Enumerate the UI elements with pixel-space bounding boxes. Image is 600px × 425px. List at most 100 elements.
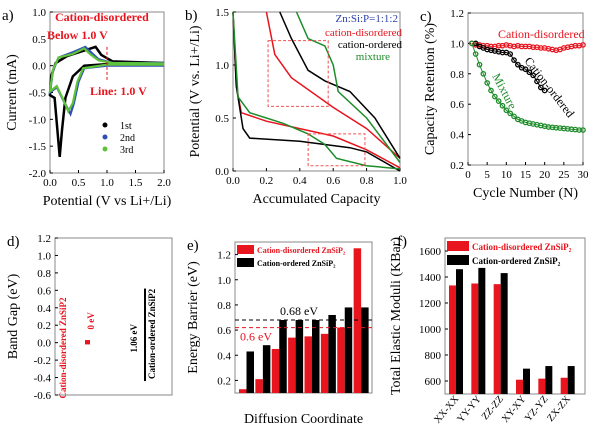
retention-line [475, 43, 546, 91]
x-axis-label: Diffusion Coordinate [244, 412, 363, 425]
bar-value-label: 0 eV [86, 312, 96, 330]
capacity-curve-cation-disordered [265, 11, 401, 159]
data-point [472, 51, 479, 57]
x-tick-label: 0.2 [260, 175, 274, 187]
bar-value-label: 1.06 eV [129, 324, 139, 353]
highlight-box [307, 133, 366, 167]
x-tick-label: 0.4 [293, 175, 307, 187]
y-axis-label: Current (mA) [5, 54, 20, 131]
data-point [580, 127, 586, 133]
data-point [507, 110, 514, 117]
y-tick-label: 1.0 [32, 7, 46, 19]
series-label: Cation-ordered [522, 54, 578, 120]
x-tick-label: ZX-ZX [545, 393, 573, 424]
y-tick-label: -0.4 [34, 373, 52, 385]
y-tick-label: 0.0 [215, 166, 229, 178]
y-tick-label: 1200 [419, 298, 442, 310]
reference-label: 0.68 eV [280, 304, 318, 318]
data-point [507, 51, 514, 57]
y-tick-label: -0.6 [34, 390, 52, 402]
legend-marker [102, 134, 108, 140]
bar [344, 307, 353, 393]
bar [560, 377, 568, 394]
legend-label: 1st [120, 121, 132, 132]
y-tick-label: 1.5 [215, 7, 229, 19]
panel-label: e) [187, 238, 199, 254]
y-tick-label: 1.0 [215, 60, 229, 72]
legend-label: Cation-disordered ZnSiP₂ [257, 246, 346, 255]
x-tick-label: 25 [558, 169, 570, 181]
x-tick-label: 0.5 [72, 177, 86, 189]
bar [320, 333, 329, 393]
bar [471, 283, 479, 394]
data-point [495, 98, 502, 105]
panel-label: c) [420, 9, 432, 25]
y-tick-label: 0.4 [217, 350, 231, 362]
y-tick-label: 1000 [419, 324, 442, 336]
bar [239, 389, 247, 393]
annotation-line-1v: Line: 1.0 V [90, 84, 147, 98]
legend-label: cation-ordered [338, 39, 403, 51]
bar [312, 320, 320, 393]
y-tick-label: 0.6 [450, 99, 464, 111]
legend-label: 2nd [120, 133, 135, 144]
y-tick-label: 0.0 [32, 61, 46, 73]
bar [493, 284, 501, 394]
plot-frame [232, 11, 401, 172]
cv-curve-1st [48, 45, 165, 158]
bar [500, 273, 508, 394]
x-tick-label: 0.0 [43, 177, 57, 189]
bar [337, 327, 345, 393]
y-tick-label: 1600 [419, 246, 442, 258]
bar [288, 337, 296, 393]
series-label: Mixture [489, 71, 520, 112]
x-tick-label: 2.0 [157, 177, 171, 189]
data-point [476, 61, 483, 68]
y-tick-label: 0.4 [450, 130, 464, 142]
y-tick-label: 1.2 [37, 233, 51, 245]
data-point [580, 42, 586, 48]
data-point [530, 72, 537, 79]
cv-curve-3rd [48, 47, 165, 114]
y-axis-label: Potential (V vs. Li+/Li) [188, 25, 203, 157]
bar [328, 314, 336, 393]
data-point [522, 66, 529, 73]
legend-marker [102, 122, 108, 128]
y-tick-label: -0.5 [29, 88, 47, 100]
x-tick-label: 1.0 [100, 177, 114, 189]
y-tick-label: 1.0 [450, 38, 464, 50]
x-tick-label: 0.0 [226, 175, 240, 187]
legend-label: mixture [356, 51, 390, 63]
plot-frame [54, 237, 173, 396]
y-tick-label: 800 [425, 350, 442, 362]
data-point [511, 113, 517, 120]
y-tick-label: 0.5 [32, 34, 46, 46]
legend-swatch [447, 241, 469, 251]
x-tick-label: 30 [578, 169, 590, 181]
y-tick-label: 0.2 [37, 320, 51, 332]
panel-label: f) [397, 234, 407, 250]
y-tick-label: 0.8 [217, 300, 231, 312]
y-tick-label: -2.0 [29, 168, 47, 180]
bar [304, 336, 312, 393]
data-point [480, 70, 487, 77]
reference-label: 0.6 eV [240, 330, 272, 344]
data-point [484, 80, 491, 86]
y-axis-label: Band Gap (eV) [6, 273, 21, 359]
bar [295, 320, 304, 393]
y-tick-label: -0.2 [34, 355, 51, 367]
legend-label: Cation-ordered ZnSiP₂ [472, 256, 561, 266]
bar [523, 368, 530, 394]
y-tick-label: 0.6 [37, 285, 51, 297]
x-tick-label: 1.5 [129, 177, 143, 189]
legend-label: Cation-ordered ZnSiP₂ [257, 259, 336, 268]
x-tick-label: 0.6 [326, 175, 340, 187]
legend-label: Cation-disordered ZnSiP₂ [472, 242, 572, 252]
legend-swatch [447, 255, 469, 265]
x-tick-label: 0 [465, 169, 471, 181]
bar [545, 366, 553, 394]
bar [516, 379, 523, 394]
legend-label: cation-disordered [325, 27, 402, 39]
